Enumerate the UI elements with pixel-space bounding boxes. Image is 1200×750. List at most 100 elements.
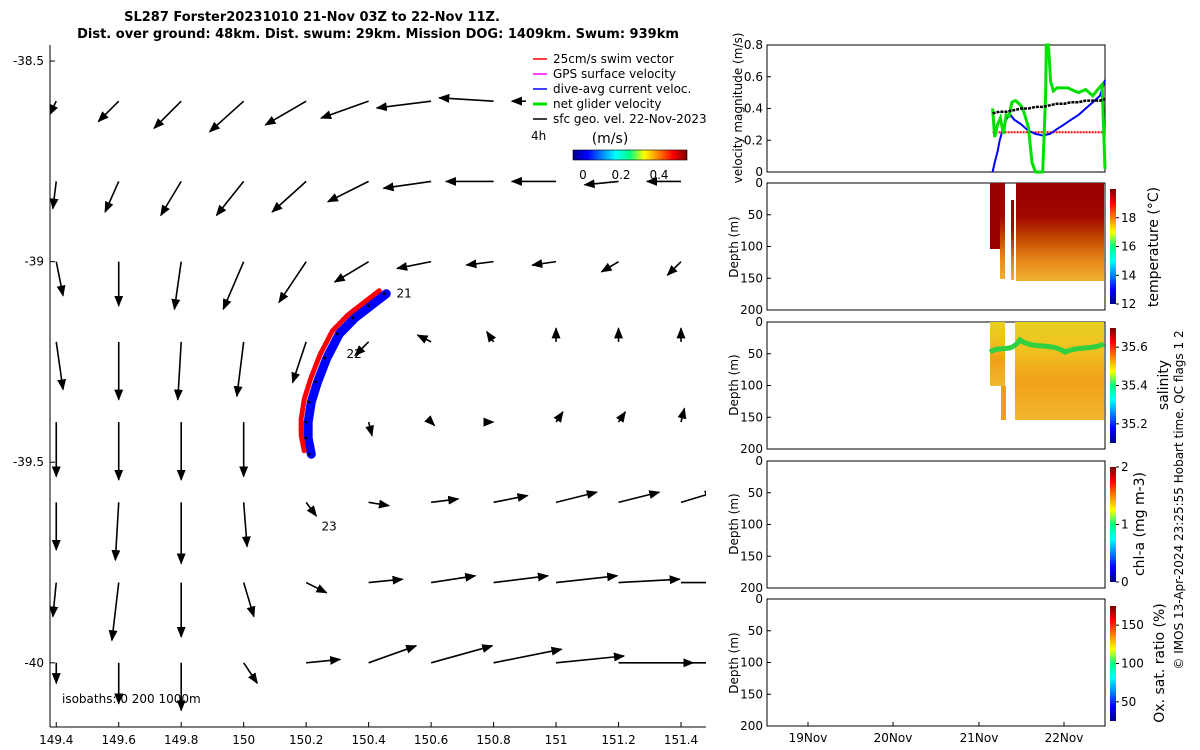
colorbar-tick-label: 35.2 [1121,417,1148,431]
oxygen-ylabel: Depth (m) [727,632,741,693]
velocity-arrow [416,334,432,344]
velocity-arrow [465,259,494,269]
track-point [307,452,311,456]
legend-colorbar-tick: 0.2 [611,168,630,182]
velocity-arrow [319,100,369,119]
depth-tick-label: 100 [740,379,763,393]
velocity-series [991,43,1107,174]
velocity-arrow [305,581,328,594]
velocity-arrow [233,341,245,398]
velocity-tick-label: 0.8 [744,38,763,52]
velocity-arrow [618,490,661,504]
depth-tick-label: 50 [748,624,763,638]
sal-block-a [990,322,1005,386]
depth-tick-label: 100 [740,240,763,254]
colorbar-tick-label: 14 [1121,268,1136,282]
chla-colorbar [1110,467,1116,582]
swim-vector-track [298,288,382,454]
glider-track [298,288,391,459]
velocity-arrow [680,490,706,504]
velocity-arrow [555,490,598,504]
legend-item-label: 25cm/s swim vector [553,52,674,66]
figure-title-line1: SL287 Forster20231010 21-Nov 03Z to 22-N… [124,10,500,25]
velocity-tick-label: 0 [755,165,763,179]
colorbar-tick-label: 1 [1121,518,1129,532]
velocity-arrow [531,259,557,269]
dive-avg-current-track [303,289,391,459]
map-x-tick-label: 149.8 [164,733,198,747]
temperature-cblabel: temperature (°C) [1146,187,1162,307]
velocity-arrow [555,652,626,664]
map-x-ticks: 149.4 149.6 149.8 150 150.2 150.4 150.6 150.8 15… [39,722,698,747]
time-x-ticks: 19Nov 20Nov 21Nov 22Nov [789,722,1084,745]
velocity-arrow [326,180,369,203]
velocity-arrow [271,180,307,213]
oxygen-colorbar [1110,606,1116,721]
chla-plot-area [766,460,1106,589]
depth-tick-label: 150 [740,687,763,701]
temp-block-a [1000,183,1005,279]
depth-tick-label: 150 [740,410,763,424]
velocity-arrow [264,100,307,126]
velocity-arrow [555,572,619,584]
velocity-arrow [493,572,550,584]
velocity-plot-area [766,44,1106,173]
depth-tick-label: 100 [740,518,763,532]
velocity-arrow [431,495,460,505]
salinity-cblabel: salinity [1156,360,1172,410]
track-point [323,356,327,360]
velocity-arrow [111,502,121,562]
velocity-arrow [50,582,59,618]
velocity-arrow [222,261,245,311]
velocity-arrow [583,179,619,189]
salinity-ylabel: Depth (m) [727,354,741,415]
temperature-panel: 0 50 100 150 200 Depth (m) 12 14 16 18 temperat… [727,176,1162,317]
figure-title-line2: Dist. over ground: 48km. Dist. swum: 29k… [77,27,679,42]
map-y-tick-label: -39 [24,255,44,269]
temperature-colorbar [1110,189,1116,304]
colorbar-tick-label: 16 [1121,240,1136,254]
day-label: 21 [396,287,411,301]
map-x-tick-label: 151.2 [601,733,635,747]
oxygen-cblabel: Ox. sat. ratio (%) [1152,603,1168,722]
velocity-tick-label: 0.4 [744,102,763,116]
velocity-arrow [493,493,529,504]
velocity-series-line [991,79,1106,173]
velocity-arrow [618,575,681,585]
colorbar-tick-label: 0 [1121,575,1129,589]
colorbar-tick-label: 150 [1121,618,1144,632]
velocity-arrow [171,261,182,311]
map-day-labels: 21 22 23 [322,287,412,534]
depth-tick-label: 50 [748,347,763,361]
velocity-arrow [424,415,436,427]
legend-box [526,54,708,134]
velocity-arrow [368,644,418,664]
chla-cblabel: chl-a (mg m-3) [1132,472,1148,576]
velocity-arrow [278,261,307,304]
legend-item-label: GPS surface velocity [553,67,676,81]
track-point [304,436,308,440]
oxygen-y-ticks: 0 50 100 150 200 [740,592,771,733]
track-point [382,292,386,296]
map-x-tick-label: 150.8 [476,733,510,747]
map-y-tick-label: -38.5 [13,54,44,68]
colorbar-tick-label: 100 [1121,657,1144,671]
time-tick-label: 19Nov [789,731,828,745]
depth-tick-label: 150 [740,271,763,285]
velocity-arrow [493,646,563,664]
velocity-arrow [241,502,251,548]
chla-ylabel: Depth (m) [727,493,741,554]
time-tick-label: 22Nov [1045,731,1084,745]
temperature-ylabel: Depth (m) [727,216,741,277]
velocity-arrow [173,341,183,401]
map-x-tick-label: 149.6 [102,733,136,747]
temperature-y-ticks: 0 50 100 150 200 [740,176,771,317]
velocity-arrow [243,662,258,685]
map-y-tick-label: -40 [24,656,44,670]
oxygen-panel: 0 50 100 150 200 Depth (m) 50 100 150 Ox. sat.… [727,592,1168,745]
depth-tick-label: 50 [748,208,763,222]
track-point [351,316,355,320]
velocity-arrow [553,410,564,423]
colorbar-tick-label: 18 [1121,211,1136,225]
map-plot-area [50,45,706,727]
